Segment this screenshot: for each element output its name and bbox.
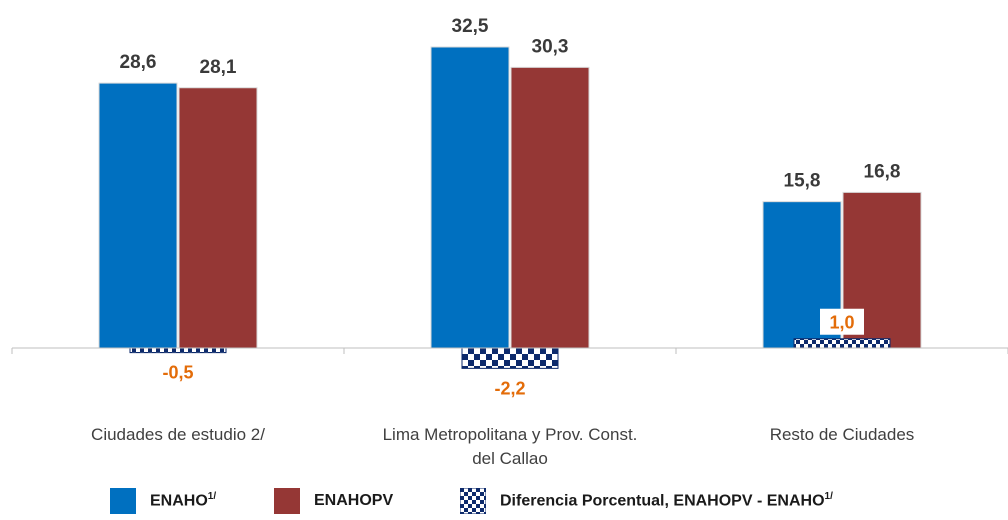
bar-diferencia-1 — [461, 347, 559, 369]
category-label: Ciudades de estudio 2/ — [91, 425, 265, 444]
bar-enaho-1 — [430, 46, 510, 349]
legend-swatch-diferencia — [460, 488, 486, 514]
x-axis — [11, 347, 1008, 354]
category-label: del Callao — [472, 449, 548, 468]
bar-chart: 28,6 28,1 -0,5 Ciudades de estudio 2/32,5 30… — [11, 16, 1008, 468]
legend-swatch-enaho — [110, 488, 136, 514]
diff-label-background — [820, 308, 864, 335]
diff-value-label: 1,0 — [829, 313, 854, 333]
bar-diferencia-0 — [129, 347, 227, 354]
legend-item-diferencia: Diferencia Porcentual, ENAHOPV - ENAHO1/ — [460, 486, 833, 516]
diff-value-label: -0,5 — [162, 363, 193, 383]
category-label: Resto de Ciudades — [770, 425, 915, 444]
labels-layer: 28,6 28,1 -0,5 Ciudades de estudio 2/32,5 30… — [91, 16, 914, 468]
legend-label-enaho: ENAHO1/ — [150, 491, 217, 510]
bar-value-label: 32,5 — [452, 16, 489, 37]
bar-enahopv-0 — [178, 87, 258, 349]
legend-label-diferencia: Diferencia Porcentual, ENAHOPV - ENAHO1/ — [500, 491, 833, 510]
category-label: Lima Metropolitana y Prov. Const. — [383, 425, 638, 444]
bar-diferencia-2 — [793, 338, 891, 349]
bar-enahopv-1 — [510, 66, 590, 349]
diff-value-label: -2,2 — [494, 378, 525, 398]
bar-value-label: 28,6 — [120, 52, 157, 73]
bar-value-label: 30,3 — [532, 36, 569, 57]
bar-enaho-0 — [98, 82, 178, 349]
bar-value-label: 16,8 — [864, 161, 901, 182]
bar-value-label: 15,8 — [784, 171, 821, 192]
legend-item-enahopv: ENAHOPV — [274, 486, 393, 516]
bar-value-label: 28,1 — [200, 57, 237, 78]
legend-item-enaho: ENAHO1/ — [110, 486, 216, 516]
legend-label-enahopv: ENAHOPV — [314, 492, 394, 509]
legend: ENAHO1/ ENAHOPV Diferencia Porcentual, E… — [0, 486, 1008, 516]
legend-swatch-enahopv — [274, 488, 300, 514]
bars-layer — [98, 46, 922, 369]
